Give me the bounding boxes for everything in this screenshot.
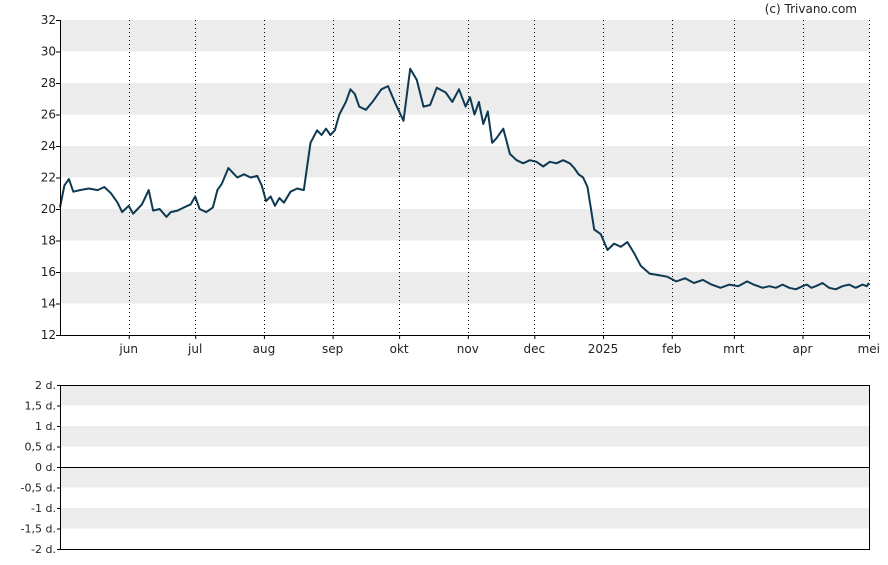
x-tick-label: dec (524, 342, 546, 356)
x-tick-label: feb (662, 342, 681, 356)
lower-y-tick-label: -2 d. (31, 543, 56, 556)
lower-band (60, 426, 869, 447)
lower-chart-yticks: -2 d. -1,5 d. -1 d. -0,5 d. 0 d. 0,5 d. 1 d. 1,… (21, 379, 60, 556)
x-tick-label: mei (858, 342, 880, 356)
price-chart-vgrid (129, 20, 804, 335)
lower-y-tick-label: -1 d. (31, 502, 56, 515)
y-tick-label: 30 (41, 45, 56, 59)
lower-y-tick-label: 2 d. (35, 379, 56, 392)
lower-chart-bands (60, 385, 869, 529)
price-band (60, 146, 869, 178)
lower-y-tick-label: 0 d. (35, 461, 56, 474)
price-chart-xticks: jun jul aug sep okt nov dec 2025 feb mrt apr mei (118, 335, 880, 356)
y-tick-label: 32 (41, 13, 56, 27)
lower-band (60, 385, 869, 406)
credit-label: (c) Trivano.com (765, 2, 857, 16)
x-tick-label: okt (390, 342, 409, 356)
lower-chart-axes (60, 385, 870, 550)
lower-y-tick-label: -0,5 d. (21, 482, 56, 495)
y-tick-label: 14 (41, 297, 56, 311)
lower-y-tick-label: -1,5 d. (21, 523, 56, 536)
y-tick-label: 12 (41, 328, 56, 342)
lower-band (60, 467, 869, 488)
price-band (60, 83, 869, 115)
price-chart-bands (60, 20, 869, 304)
x-tick-label: aug (253, 342, 276, 356)
y-tick-label: 24 (41, 139, 56, 153)
y-tick-label: 20 (41, 202, 56, 216)
price-chart-yticks: 12 14 16 18 20 22 24 26 28 30 32 (41, 13, 60, 342)
lower-band (60, 508, 869, 529)
x-tick-label: jul (187, 342, 202, 356)
x-tick-label: 2025 (588, 342, 619, 356)
price-band (60, 272, 869, 304)
price-line (59, 67, 870, 291)
y-tick-label: 16 (41, 265, 56, 279)
y-tick-label: 26 (41, 108, 56, 122)
x-tick-label: nov (457, 342, 479, 356)
lower-y-tick-label: 0,5 d. (25, 441, 56, 454)
x-tick-label: jun (118, 342, 138, 356)
y-tick-label: 18 (41, 234, 56, 248)
price-band (60, 20, 869, 52)
y-tick-label: 28 (41, 76, 56, 90)
x-tick-label: sep (322, 342, 343, 356)
lower-y-tick-label: 1,5 d. (25, 400, 56, 413)
x-tick-label: mrt (723, 342, 745, 356)
lower-y-tick-label: 1 d. (35, 420, 56, 433)
price-band (60, 209, 869, 241)
y-tick-label: 22 (41, 171, 56, 185)
price-chart-series (59, 67, 870, 291)
x-tick-label: apr (793, 342, 813, 356)
